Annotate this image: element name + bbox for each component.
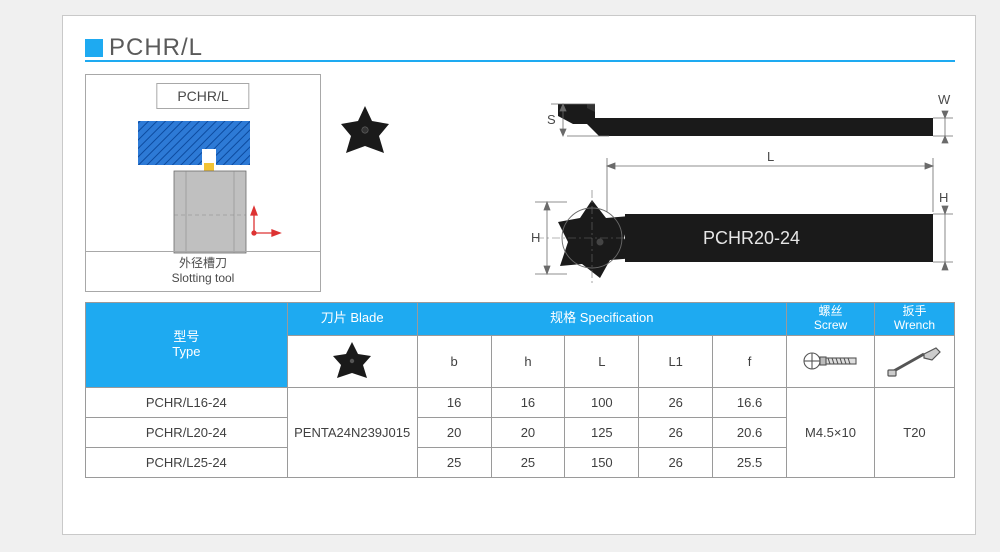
th-wrench: 扳手 Wrench (874, 303, 954, 336)
cell-h: 25 (491, 447, 565, 477)
th-type: 型号 Type (86, 303, 288, 388)
cell-f: 25.5 (713, 447, 787, 477)
cell-screw: M4.5×10 (787, 387, 875, 477)
cell-L: 150 (565, 447, 639, 477)
blade-icon-cell (287, 335, 417, 387)
diagram-label: PCHR/L (156, 83, 249, 109)
cell-type: PCHR/L20-24 (86, 417, 288, 447)
sub-b: b (417, 335, 491, 387)
sub-h: h (491, 335, 565, 387)
cell-type: PCHR/L25-24 (86, 447, 288, 477)
dim-W: W (938, 92, 951, 107)
part-label: PCHR20-24 (703, 228, 800, 248)
title-row: PCHR/L (85, 34, 203, 62)
top-side-view: S W (547, 92, 953, 143)
cell-L: 100 (565, 387, 639, 417)
diagram-box: PCHR/L (85, 74, 321, 292)
dim-L: L (767, 149, 774, 164)
table-header: 型号 Type 刀片 Blade 规格 Specification 螺丝 Scr… (86, 303, 955, 388)
screw-icon (800, 346, 860, 376)
cell-type: PCHR/L16-24 (86, 387, 288, 417)
cell-f: 20.6 (713, 417, 787, 447)
cell-L1: 26 (639, 387, 713, 417)
cell-wrench: T20 (874, 387, 954, 477)
th-screw: 螺丝 Screw (787, 303, 875, 336)
sub-L: L (565, 335, 639, 387)
dim-H-right: H (939, 190, 948, 205)
sub-L1: L1 (639, 335, 713, 387)
cell-L: 125 (565, 417, 639, 447)
cell-h: 20 (491, 417, 565, 447)
cell-h: 16 (491, 387, 565, 417)
diagram-caption: 外径槽刀 Slotting tool (86, 251, 320, 291)
title-underline (85, 60, 955, 62)
bottom-plan-view: PCHR20-24 H H (531, 190, 953, 286)
page-title: PCHR/L (109, 34, 203, 62)
dim-S: S (547, 112, 556, 127)
cell-blade: PENTA24N239J015 (287, 387, 417, 477)
wrench-icon-cell (874, 335, 954, 387)
cell-b: 16 (417, 387, 491, 417)
spec-table: 型号 Type 刀片 Blade 规格 Specification 螺丝 Scr… (85, 302, 955, 478)
table-row: PCHR/L16-24 PENTA24N239J015 16 16 100 26… (86, 387, 955, 417)
spec-sheet: PCHR/L PCHR/L (62, 15, 976, 535)
diagram-caption-cn: 外径槽刀 (86, 256, 320, 271)
table-body: PCHR/L16-24 PENTA24N239J015 16 16 100 26… (86, 387, 955, 477)
th-type-cn: 型号 (173, 329, 199, 344)
sub-f: f (713, 335, 787, 387)
cell-b: 25 (417, 447, 491, 477)
cell-L1: 26 (639, 447, 713, 477)
technical-drawing: S W L (363, 74, 955, 292)
blade-star-icon (327, 338, 377, 384)
diagram-caption-en: Slotting tool (86, 271, 320, 286)
th-blade: 刀片 Blade (287, 303, 417, 336)
screw-icon-cell (787, 335, 875, 387)
wrench-icon (884, 344, 944, 378)
th-type-en: Type (172, 344, 200, 359)
slotting-tool-diagram (86, 115, 322, 260)
cell-b: 20 (417, 417, 491, 447)
cell-L1: 26 (639, 417, 713, 447)
th-spec: 规格 Specification (417, 303, 786, 336)
title-square (85, 39, 103, 57)
cell-f: 16.6 (713, 387, 787, 417)
dim-H-left: H (531, 230, 540, 245)
